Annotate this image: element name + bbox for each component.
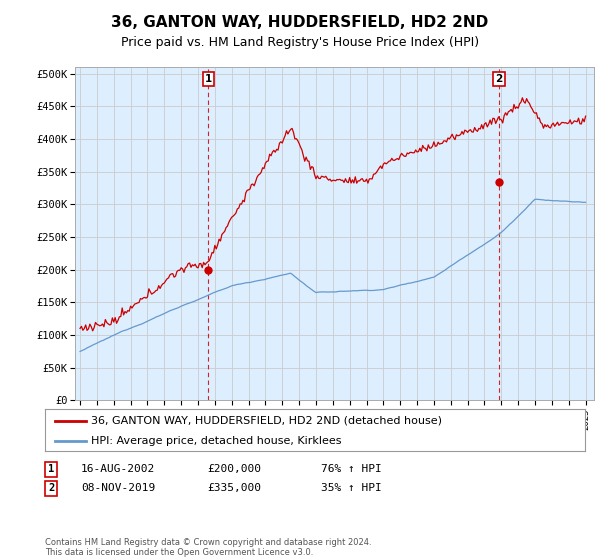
Text: 16-AUG-2002: 16-AUG-2002: [81, 464, 155, 474]
Text: £335,000: £335,000: [207, 483, 261, 493]
Text: 1: 1: [48, 464, 54, 474]
Text: 35% ↑ HPI: 35% ↑ HPI: [321, 483, 382, 493]
Text: 2: 2: [495, 74, 502, 84]
Text: 76% ↑ HPI: 76% ↑ HPI: [321, 464, 382, 474]
Text: Price paid vs. HM Land Registry's House Price Index (HPI): Price paid vs. HM Land Registry's House …: [121, 36, 479, 49]
Text: 2: 2: [48, 483, 54, 493]
Text: 1: 1: [205, 74, 212, 84]
Text: £200,000: £200,000: [207, 464, 261, 474]
Text: 36, GANTON WAY, HUDDERSFIELD, HD2 2ND (detached house): 36, GANTON WAY, HUDDERSFIELD, HD2 2ND (d…: [91, 415, 442, 425]
Text: Contains HM Land Registry data © Crown copyright and database right 2024.
This d: Contains HM Land Registry data © Crown c…: [45, 538, 371, 557]
Text: 36, GANTON WAY, HUDDERSFIELD, HD2 2ND: 36, GANTON WAY, HUDDERSFIELD, HD2 2ND: [112, 15, 488, 30]
Text: HPI: Average price, detached house, Kirklees: HPI: Average price, detached house, Kirk…: [91, 436, 341, 446]
Text: 08-NOV-2019: 08-NOV-2019: [81, 483, 155, 493]
